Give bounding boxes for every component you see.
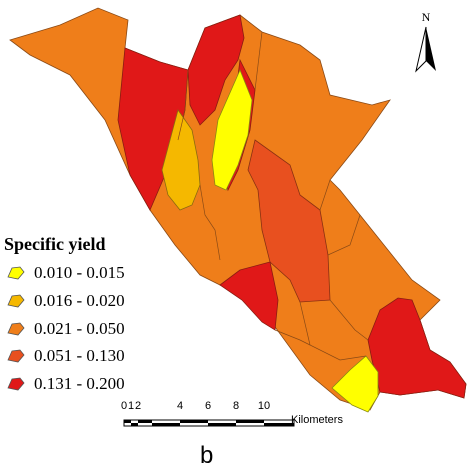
- scale-tick-label: 6: [204, 400, 212, 412]
- legend-swatch: [7, 266, 25, 280]
- legend-label: 0.021 - 0.050: [34, 319, 125, 338]
- legend-label: 0.016 - 0.020: [34, 291, 125, 310]
- north-arrow-icon: [415, 26, 436, 73]
- scale-tick-label: 8: [232, 400, 240, 412]
- legend-item: 0.051 - 0.130: [6, 345, 125, 367]
- legend-title: Specific yield: [4, 234, 106, 254]
- zone-boundaries: [177, 31, 369, 361]
- zone-gold: [161, 109, 201, 211]
- zone-red-north: [187, 14, 245, 126]
- legend-swatch: [7, 349, 25, 363]
- scale-bar-graphic: [123, 419, 295, 427]
- legend-item: 0.021 - 0.050: [6, 318, 125, 340]
- north-letter: N: [421, 10, 431, 24]
- legend-item: 0.016 - 0.020: [6, 290, 125, 312]
- scale-tick-label: 10: [257, 400, 271, 412]
- zone-red-southeast: [367, 297, 467, 399]
- legend-item: 0.131 - 0.200: [6, 373, 125, 395]
- zone-yellow-center: [211, 68, 253, 191]
- scale-tick-label: 4: [176, 400, 184, 412]
- scale-tick-label: 2: [134, 400, 142, 412]
- legend-label: 0.051 - 0.130: [34, 346, 125, 365]
- north-arrow: N: [412, 10, 440, 80]
- scale-bar: 0 1 2 4 6 8 10 Kilometers: [110, 400, 470, 440]
- legend-swatch: [7, 322, 25, 336]
- legend-label: 0.131 - 0.200: [34, 374, 125, 393]
- zone-yellow-south: [331, 355, 379, 413]
- legend-swatch: [7, 377, 25, 391]
- legend-label: 0.010 - 0.015: [34, 263, 125, 282]
- panel-label: b: [200, 442, 214, 469]
- legend-swatch: [7, 294, 25, 308]
- scale-unit-label: Kilometers: [291, 414, 343, 426]
- legend-item: 0.010 - 0.015: [6, 262, 125, 284]
- scale-tick-label: 1: [127, 400, 135, 412]
- scale-tick-label: 0: [120, 400, 128, 412]
- zone-red-southwest: [219, 261, 279, 331]
